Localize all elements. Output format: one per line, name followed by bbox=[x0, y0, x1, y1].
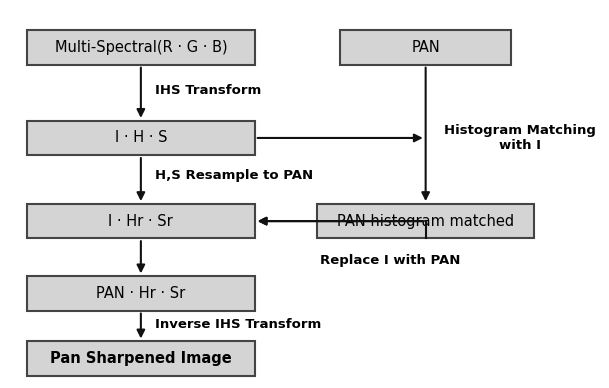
Text: Histogram Matching
with I: Histogram Matching with I bbox=[444, 124, 596, 152]
Text: Multi-Spectral(R · G · B): Multi-Spectral(R · G · B) bbox=[55, 40, 227, 55]
Text: H,S Resample to PAN: H,S Resample to PAN bbox=[155, 170, 313, 182]
FancyBboxPatch shape bbox=[340, 30, 511, 65]
Text: Pan Sharpened Image: Pan Sharpened Image bbox=[50, 351, 232, 366]
Text: I · H · S: I · H · S bbox=[114, 130, 167, 146]
Text: Inverse IHS Transform: Inverse IHS Transform bbox=[155, 318, 322, 331]
Text: PAN histogram matched: PAN histogram matched bbox=[337, 214, 514, 229]
Text: I · Hr · Sr: I · Hr · Sr bbox=[108, 214, 173, 229]
FancyBboxPatch shape bbox=[27, 204, 255, 238]
Text: IHS Transform: IHS Transform bbox=[155, 85, 261, 97]
FancyBboxPatch shape bbox=[27, 341, 255, 376]
Text: Replace I with PAN: Replace I with PAN bbox=[320, 255, 460, 267]
FancyBboxPatch shape bbox=[27, 276, 255, 311]
FancyBboxPatch shape bbox=[317, 204, 534, 238]
Text: PAN: PAN bbox=[411, 40, 440, 55]
Text: PAN · Hr · Sr: PAN · Hr · Sr bbox=[96, 286, 186, 301]
FancyBboxPatch shape bbox=[27, 121, 255, 155]
FancyBboxPatch shape bbox=[27, 30, 255, 65]
